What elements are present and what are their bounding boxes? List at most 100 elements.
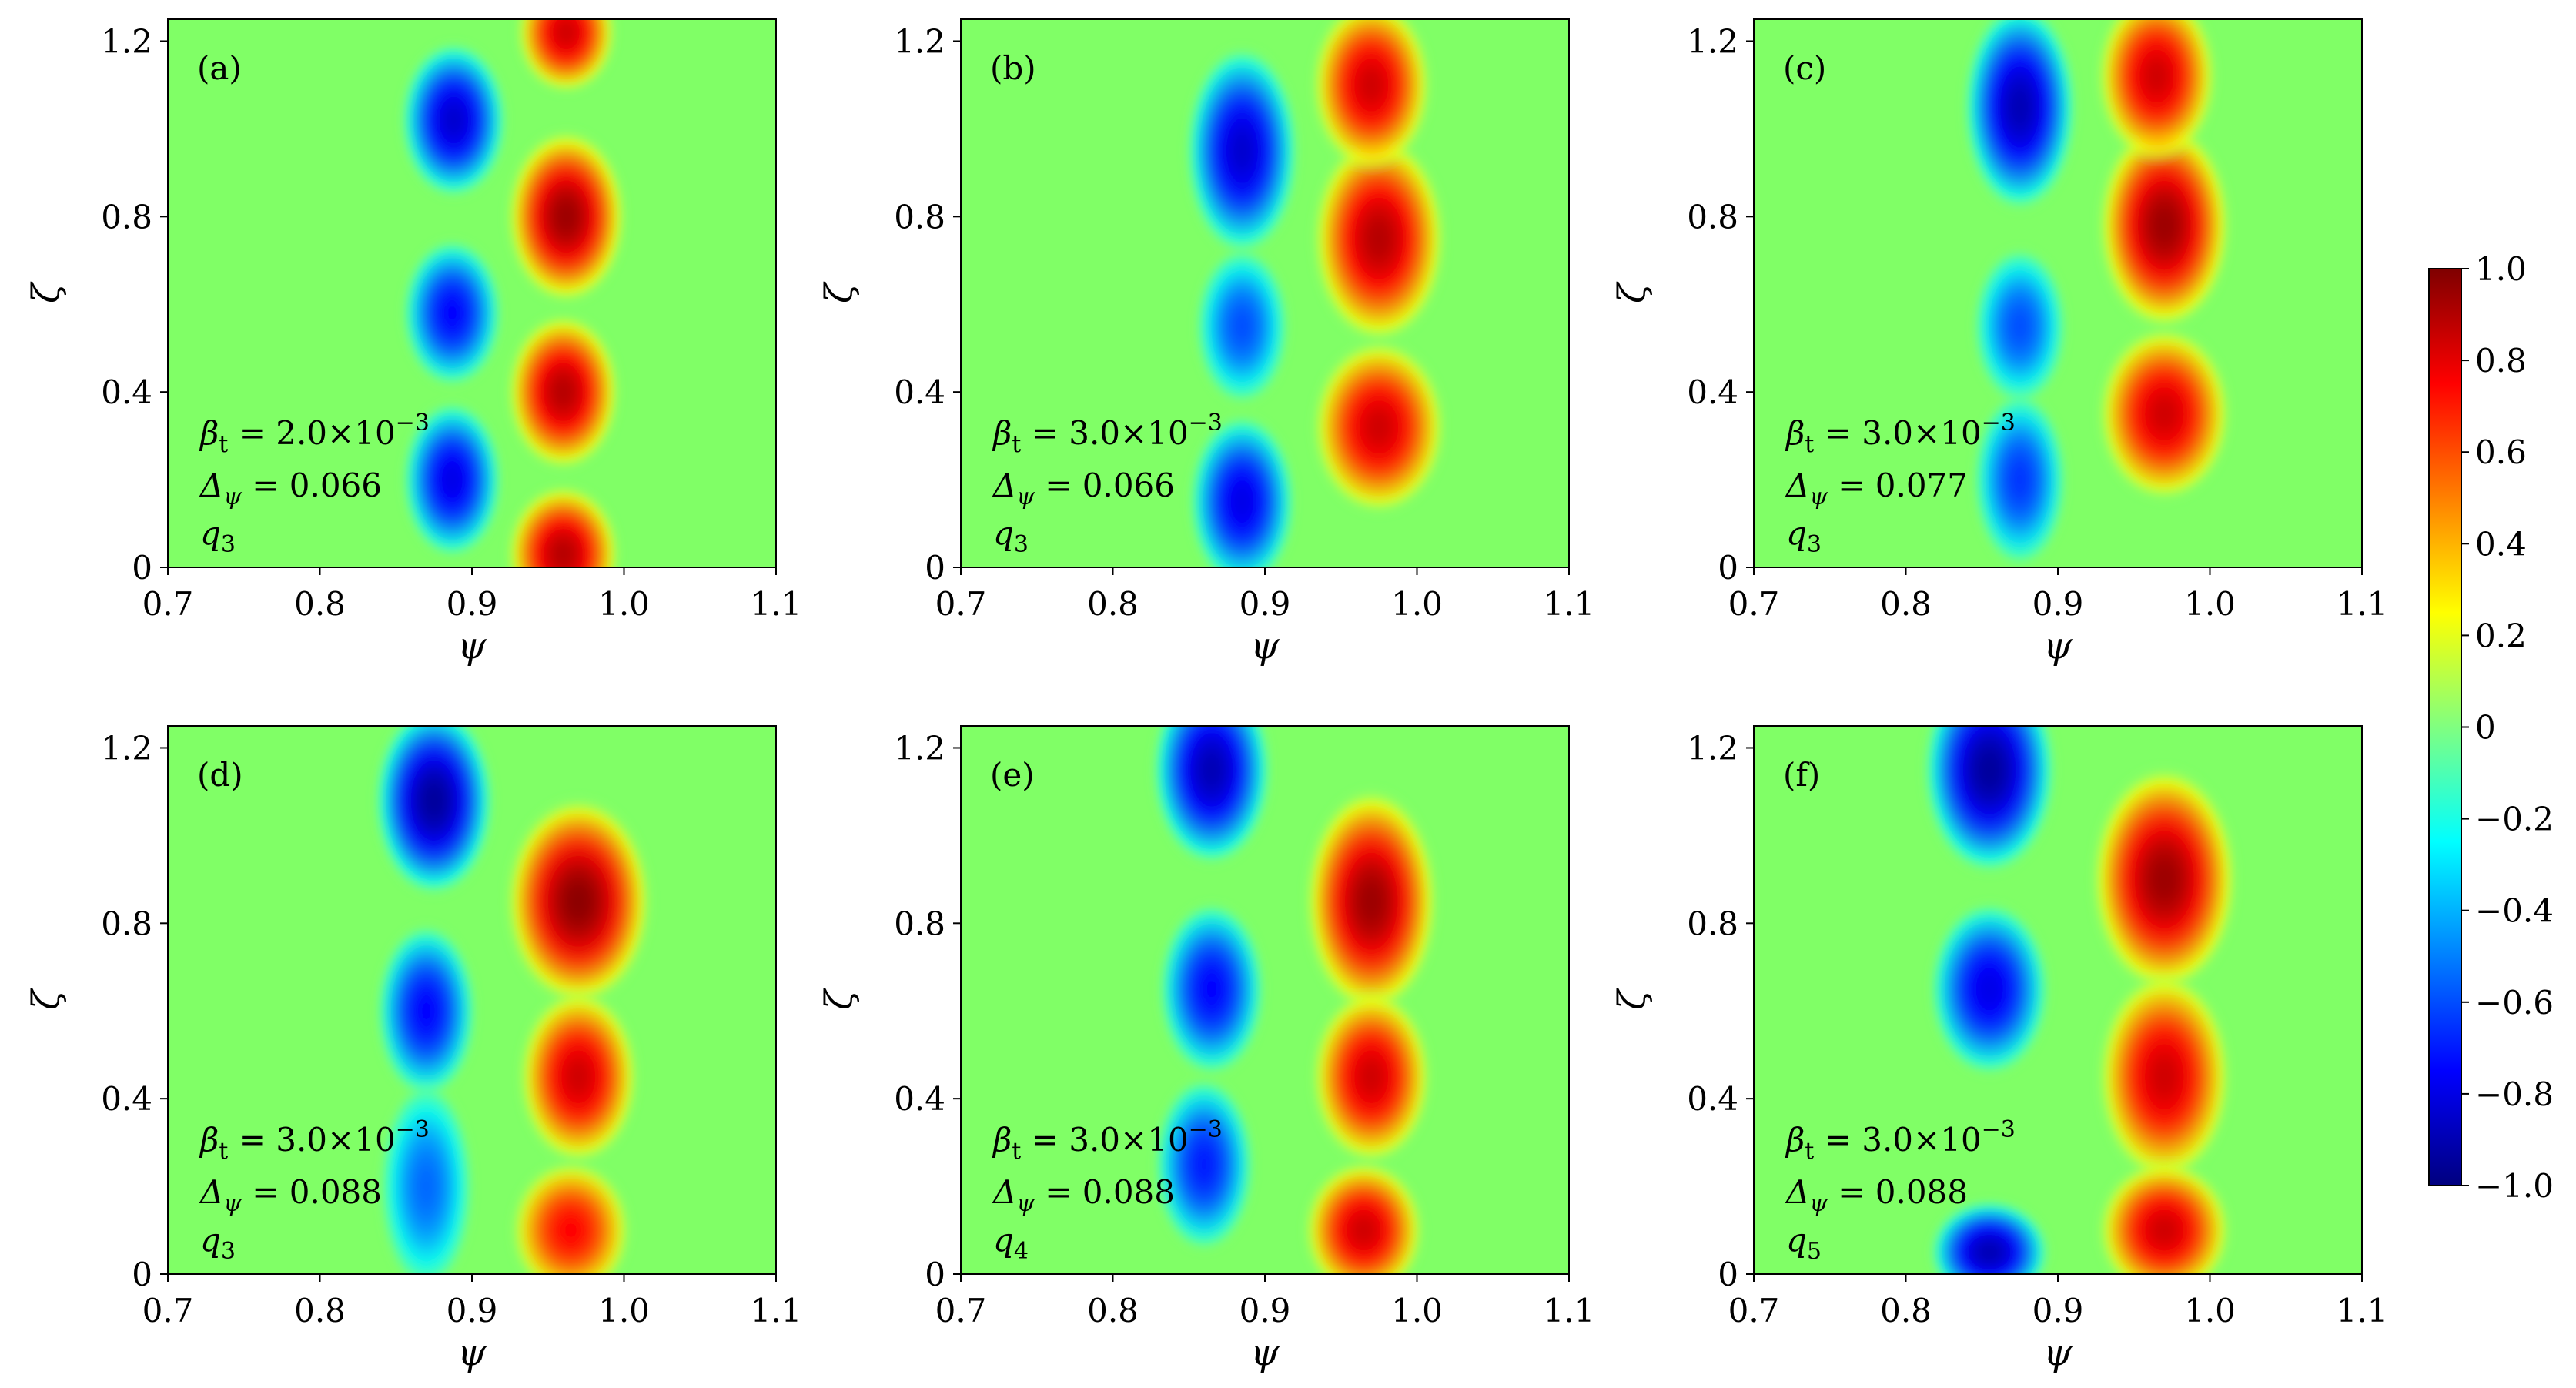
negative-structure [379, 1081, 473, 1274]
x-tick-label: 1.1 [1544, 1292, 1595, 1329]
panel-tag: (f) [1783, 756, 1820, 794]
y-axis-label: ζ [1611, 281, 1654, 303]
beta-annotation: βt = 3.0×10−3 [992, 1116, 1223, 1165]
y-tick-label: 0.4 [894, 373, 945, 411]
positive-structure [504, 796, 652, 1007]
negative-structure [1195, 247, 1290, 406]
panel-tag: (e) [990, 756, 1035, 794]
panels-group: 0.7 0.8 0.9 1.0 1.1 0 0.4 0.8 1.2 ψ ζ (a) βt = 2.0×1… [25, 18, 2387, 1374]
mode-annotation: q3 [200, 1221, 236, 1265]
x-tick-label: 0.8 [294, 1292, 346, 1329]
y-axis-label: ζ [818, 988, 861, 1010]
x-tick-label: 0.8 [1880, 1292, 1932, 1329]
panel-tag: (b) [990, 49, 1036, 87]
beta-annotation: βt = 3.0×10−3 [992, 410, 1223, 458]
negative-structure [376, 923, 477, 1099]
beta-annotation: βt = 3.0×10−3 [1785, 1116, 2016, 1165]
x-tick-label: 0.9 [2032, 585, 2084, 623]
x-tick-label: 1.0 [598, 585, 650, 623]
negative-structure [1922, 726, 2056, 875]
x-axis-label: ψ [2043, 624, 2073, 667]
positive-structure [506, 313, 621, 471]
y-tick-label: 0 [1718, 1256, 1738, 1293]
positive-structure [1312, 133, 1447, 344]
negative-structure [1972, 392, 2067, 567]
negative-structure [1188, 413, 1296, 567]
y-tick-label: 0.8 [1687, 198, 1738, 236]
x-axis-label: ψ [1250, 1331, 1280, 1374]
heatmap-panel: 0.7 0.8 0.9 1.0 1.1 0 0.4 0.8 1.2 ψ ζ (b) βt = 3.0×1… [818, 18, 1595, 667]
heatmap-panel: 0.7 0.8 0.9 1.0 1.1 0 0.4 0.8 1.2 ψ ζ (e) βt = 3.0×1… [818, 725, 1595, 1374]
negative-structure [1972, 247, 2067, 406]
heatmap-field [1151, 726, 1439, 1274]
heatmap-field [400, 19, 627, 567]
y-tick-label: 0.8 [101, 905, 152, 942]
y-tick-label: 1.2 [894, 22, 945, 60]
colorbar-tick-label: 0.4 [2475, 525, 2527, 563]
x-tick-label: 0.8 [294, 585, 346, 623]
y-tick-label: 0.4 [894, 1080, 945, 1118]
positive-structure [506, 129, 627, 305]
x-axis-label: ψ [457, 624, 487, 667]
heatmap-panel: 0.7 0.8 0.9 1.0 1.1 0 0.4 0.8 1.2 ψ ζ (d) βt = 3.0×1… [25, 725, 801, 1374]
colorbar-tick-label: −0.8 [2475, 1075, 2554, 1113]
positive-structure [2097, 1159, 2232, 1274]
x-tick-label: 0.7 [935, 1292, 987, 1329]
positive-structure [518, 988, 639, 1165]
colorbar-tick-label: −0.6 [2475, 984, 2554, 1022]
y-tick-label: 0.4 [1687, 373, 1738, 411]
y-tick-label: 0 [925, 549, 945, 587]
x-axis-label: ψ [1250, 624, 1280, 667]
y-tick-label: 1.2 [101, 22, 152, 60]
y-tick-label: 0 [132, 549, 152, 587]
delta-annotation: Δψ = 0.088 [1785, 1173, 1968, 1217]
colorbar-tick-label: 0.8 [2475, 342, 2527, 380]
beta-annotation: βt = 2.0×10−3 [199, 410, 430, 458]
x-tick-label: 0.7 [142, 585, 194, 623]
beta-annotation: βt = 3.0×10−3 [199, 1116, 430, 1165]
y-tick-label: 0.8 [894, 198, 945, 236]
x-tick-label: 0.7 [1728, 1292, 1780, 1329]
heatmap-field [1962, 19, 2232, 567]
y-tick-label: 0.8 [1687, 905, 1738, 942]
heatmap-field [1922, 726, 2238, 1274]
beta-annotation: βt = 3.0×10−3 [1785, 410, 2016, 458]
colorbar: 1.0 0.8 0.6 0.4 0.2 0 −0.2 −0.4 −0.6 −0.8 −1.0 [2428, 250, 2554, 1205]
heatmap-panel: 0.7 0.8 0.9 1.0 1.1 0 0.4 0.8 1.2 ψ ζ (a) βt = 2.0×1… [25, 18, 801, 667]
y-axis-label: ζ [25, 281, 68, 303]
positive-structure [2096, 19, 2217, 164]
positive-structure [1311, 19, 1432, 173]
negative-structure [1151, 726, 1273, 867]
y-axis-label: ζ [25, 988, 68, 1010]
positive-structure [2097, 971, 2232, 1182]
colorbar-tick-label: 1.0 [2475, 250, 2527, 288]
x-tick-label: 1.0 [598, 1292, 650, 1329]
mode-annotation: q3 [200, 514, 236, 558]
x-tick-label: 0.9 [447, 1292, 498, 1329]
mode-annotation: q5 [1786, 1221, 1822, 1265]
negative-structure [1929, 901, 2050, 1077]
y-tick-label: 1.2 [894, 729, 945, 767]
x-tick-label: 1.1 [1544, 585, 1595, 623]
y-tick-label: 0.8 [101, 198, 152, 236]
negative-structure [1185, 45, 1300, 256]
heatmap-background [961, 726, 1569, 1274]
x-tick-label: 0.8 [1087, 585, 1139, 623]
x-tick-label: 1.0 [1391, 1292, 1443, 1329]
positive-structure [510, 1159, 631, 1274]
positive-structure [506, 483, 621, 567]
colorbar-tick-label: −0.2 [2475, 801, 2554, 838]
positive-structure [2097, 326, 2232, 502]
positive-structure [2090, 765, 2238, 994]
x-tick-label: 0.9 [1239, 1292, 1291, 1329]
delta-annotation: Δψ = 0.066 [199, 467, 382, 510]
mode-annotation: q3 [993, 514, 1029, 558]
y-tick-label: 0.4 [101, 373, 152, 411]
positive-structure [1303, 1159, 1424, 1274]
negative-structure [402, 400, 503, 559]
colorbar-gradient [2428, 268, 2462, 1186]
mode-annotation: q4 [993, 1221, 1029, 1265]
colorbar-tick-label: −1.0 [2475, 1167, 2554, 1205]
negative-structure [1929, 1199, 2050, 1274]
heatmap-panel: 0.7 0.8 0.9 1.0 1.1 0 0.4 0.8 1.2 ψ ζ (c) βt = 3.0×1… [1611, 18, 2387, 667]
